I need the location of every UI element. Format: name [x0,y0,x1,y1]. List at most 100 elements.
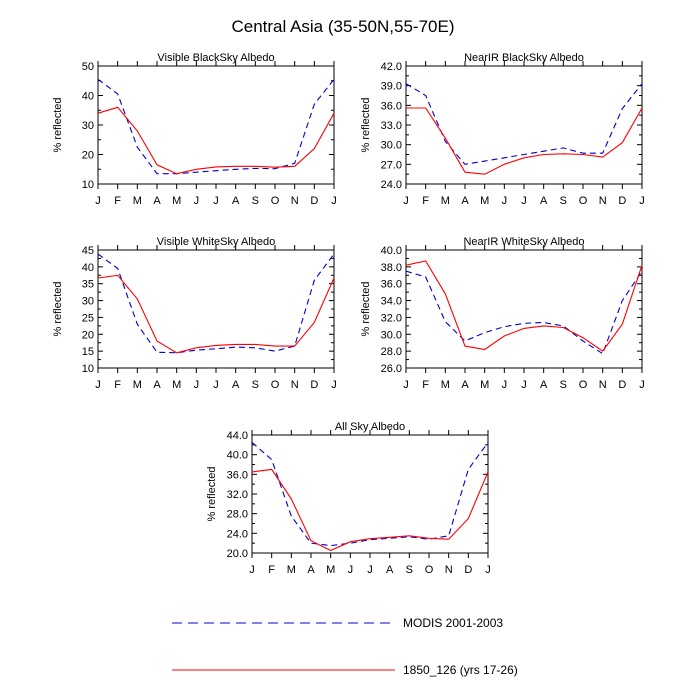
y-tick-label: 10 [82,363,94,375]
modis-series-line [97,78,335,175]
x-tick-label: O [271,195,280,207]
x-tick-label: J [348,564,354,576]
x-tick-label: A [540,379,548,391]
x-tick-label: A [232,379,240,391]
x-tick-label: J [95,195,101,207]
modis-series-line [251,441,489,547]
x-tick-label: J [502,379,508,391]
y-tick-label: 36.0 [381,100,402,112]
y-tick-label: 25 [82,312,94,324]
x-tick-label: D [618,195,626,207]
x-tick-label: J [367,564,373,576]
panel-5: All Sky Albedo % reflected 20.0 24.0 28.0 32.… [206,421,491,576]
y-tick-label: 44.0 [227,430,248,442]
y-tick-label: 28.0 [381,346,402,358]
x-tick-label: J [213,379,219,391]
x-tick-label: J [639,195,645,207]
x-tick-label: A [153,379,161,391]
y-tick-label: 20 [82,150,94,162]
x-tick-label: S [406,564,413,576]
y-tick-label: 40.0 [381,245,402,257]
x-tick-label: S [252,379,259,391]
x-tick-label: A [386,564,394,576]
x-tick-label: M [326,564,335,576]
x-tick-label: D [310,195,318,207]
plot-frame [97,249,335,369]
modis-series-line [405,270,643,355]
x-tick-label: F [114,379,121,391]
x-tick-label: N [291,195,299,207]
x-tick-label: O [579,195,588,207]
y-tick-label: 35 [82,279,94,291]
y-tick-label: 27.0 [381,159,402,171]
model-series-line [406,107,643,175]
x-tick-label: S [252,195,259,207]
panel-title: All Sky Albedo [335,421,405,433]
y-tick-label: 50 [82,61,94,73]
x-tick-label: N [599,195,607,207]
y-tick-label: 36.0 [381,279,402,291]
x-tick-label: F [114,195,121,207]
y-tick-label: 39.0 [381,81,402,93]
x-tick-label: J [403,195,409,207]
x-tick-label: J [331,379,337,391]
legend-label-2: 1850_126 (yrs 17-26) [403,663,518,677]
y-tick-label: 20.0 [227,548,248,560]
x-tick-label: A [232,195,240,207]
y-tick-label: 33.0 [381,120,402,132]
x-tick-label: J [95,379,101,391]
x-tick-label: O [579,379,588,391]
x-tick-label: M [441,379,450,391]
x-tick-label: N [445,564,453,576]
x-tick-label: J [639,379,645,391]
x-tick-label: A [461,379,469,391]
x-tick-label: D [618,379,626,391]
panel-1: Visible BlackSky Albedo % reflected 10 20 30… [52,52,337,207]
y-tick-label: 40 [82,91,94,103]
model-series-line [405,260,643,352]
panel-3: Visible WhiteSky Albedo % reflected 10 15 20… [52,236,337,391]
y-axis-label: % reflected [360,281,372,336]
x-tick-label: J [403,379,409,391]
model-series-line [251,468,489,552]
y-axis-label: % reflected [52,97,64,152]
y-tick-label: 40.0 [227,450,248,462]
panel-4: NearIR WhiteSky Albedo % reflected 26.0 28.… [360,236,645,391]
figure-title: Central Asia (35-50N,55-70E) [231,17,454,36]
x-tick-label: D [310,379,318,391]
y-tick-label: 38.0 [381,262,402,274]
x-tick-label: M [480,379,489,391]
y-tick-label: 24.0 [227,528,248,540]
panel-title: Visible BlackSky Albedo [157,52,274,64]
x-tick-label: M [133,379,142,391]
modis-series-line [97,253,335,354]
y-tick-label: 30 [82,296,94,308]
y-tick-label: 45 [82,245,94,257]
x-tick-label: J [521,379,527,391]
legend-label-1: MODIS 2001-2003 [403,616,503,630]
x-tick-label: M [441,195,450,207]
panels: Visible BlackSky Albedo % reflected 10 20 30… [52,52,645,576]
y-tick-label: 26.0 [381,363,402,375]
x-tick-label: N [599,379,607,391]
y-tick-label: 24.0 [381,179,402,191]
y-axis-label: % reflected [206,466,218,521]
panel-title: NearIR BlackSky Albedo [464,52,584,64]
x-tick-label: F [422,379,429,391]
x-tick-label: A [153,195,161,207]
plot-frame [405,65,643,185]
y-tick-label: 30.0 [381,140,402,152]
x-tick-label: F [422,195,429,207]
x-tick-label: N [291,379,299,391]
x-tick-label: J [485,564,491,576]
y-tick-label: 20 [82,329,94,341]
y-axis-label: % reflected [52,281,64,336]
x-tick-label: J [249,564,255,576]
x-tick-label: A [307,564,315,576]
model-series-line [97,274,335,354]
x-tick-label: A [461,195,469,207]
panel-2: NearIR BlackSky Albedo % reflected 24.0 27.… [360,52,645,207]
panel-title: Visible WhiteSky Albedo [157,236,275,248]
x-tick-label: M [172,195,181,207]
x-tick-label: S [560,379,567,391]
